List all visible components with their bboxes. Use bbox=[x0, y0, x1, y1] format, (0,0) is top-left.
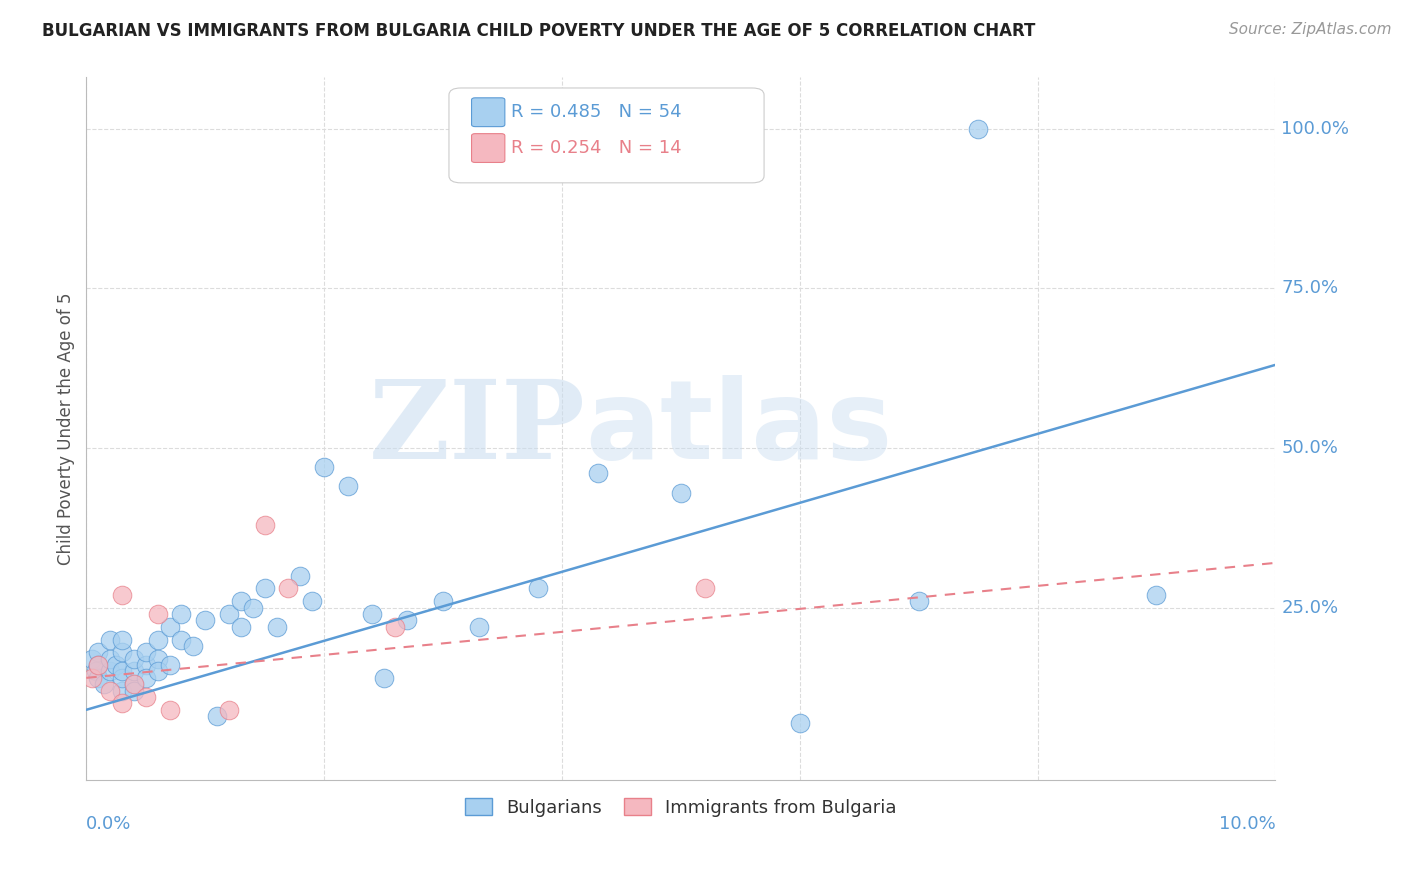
Point bbox=[105, 658, 128, 673]
Point bbox=[242, 600, 264, 615]
Point bbox=[146, 632, 169, 647]
Point bbox=[111, 588, 134, 602]
Point bbox=[111, 697, 134, 711]
Point bbox=[290, 568, 312, 582]
Point bbox=[907, 594, 929, 608]
Point bbox=[111, 671, 134, 685]
Point bbox=[122, 677, 145, 691]
Point bbox=[82, 651, 104, 665]
Point bbox=[135, 690, 157, 704]
Text: BULGARIAN VS IMMIGRANTS FROM BULGARIA CHILD POVERTY UNDER THE AGE OF 5 CORRELATI: BULGARIAN VS IMMIGRANTS FROM BULGARIA CH… bbox=[42, 22, 1036, 40]
Point bbox=[98, 683, 121, 698]
Point bbox=[122, 665, 145, 679]
Point bbox=[314, 460, 336, 475]
Text: R = 0.254   N = 14: R = 0.254 N = 14 bbox=[510, 139, 682, 157]
Point bbox=[98, 632, 121, 647]
Point bbox=[266, 620, 288, 634]
Point bbox=[98, 651, 121, 665]
Point bbox=[159, 703, 181, 717]
Point bbox=[586, 467, 609, 481]
Point bbox=[253, 517, 276, 532]
Point bbox=[122, 683, 145, 698]
Point bbox=[122, 651, 145, 665]
Point bbox=[122, 677, 145, 691]
Point bbox=[789, 715, 811, 730]
Point bbox=[111, 665, 134, 679]
Point bbox=[84, 665, 107, 679]
Point bbox=[432, 594, 454, 608]
Text: 0.0%: 0.0% bbox=[86, 815, 132, 833]
Point bbox=[87, 658, 110, 673]
Point bbox=[146, 651, 169, 665]
Y-axis label: Child Poverty Under the Age of 5: Child Poverty Under the Age of 5 bbox=[58, 293, 75, 565]
Point bbox=[146, 607, 169, 621]
Point bbox=[170, 632, 193, 647]
Point bbox=[159, 658, 181, 673]
Point bbox=[669, 485, 692, 500]
Point bbox=[1146, 588, 1168, 602]
Text: R = 0.485   N = 54: R = 0.485 N = 54 bbox=[510, 103, 682, 121]
Point bbox=[135, 645, 157, 659]
Text: 50.0%: 50.0% bbox=[1281, 439, 1339, 457]
Point bbox=[360, 607, 382, 621]
Point bbox=[93, 677, 115, 691]
Text: ZIP: ZIP bbox=[368, 376, 586, 483]
Point bbox=[111, 645, 134, 659]
FancyBboxPatch shape bbox=[471, 98, 505, 127]
Point bbox=[111, 632, 134, 647]
Point bbox=[229, 594, 252, 608]
Text: 75.0%: 75.0% bbox=[1281, 279, 1339, 297]
Point bbox=[111, 683, 134, 698]
Point bbox=[301, 594, 323, 608]
Point bbox=[98, 665, 121, 679]
Text: 10.0%: 10.0% bbox=[1219, 815, 1275, 833]
Point bbox=[967, 121, 990, 136]
Point bbox=[82, 671, 104, 685]
Point bbox=[159, 620, 181, 634]
Point bbox=[87, 645, 110, 659]
Point bbox=[218, 703, 240, 717]
Point bbox=[336, 479, 359, 493]
Point bbox=[396, 613, 419, 627]
FancyBboxPatch shape bbox=[449, 88, 763, 183]
Point bbox=[384, 620, 406, 634]
Point bbox=[194, 613, 217, 627]
Point bbox=[135, 658, 157, 673]
Point bbox=[170, 607, 193, 621]
FancyBboxPatch shape bbox=[471, 134, 505, 162]
Point bbox=[181, 639, 204, 653]
Point bbox=[467, 620, 489, 634]
Point bbox=[205, 709, 228, 723]
Point bbox=[373, 671, 395, 685]
Point bbox=[693, 582, 716, 596]
Point bbox=[527, 582, 550, 596]
Point bbox=[218, 607, 240, 621]
Point bbox=[135, 671, 157, 685]
Text: 25.0%: 25.0% bbox=[1281, 599, 1339, 616]
Point bbox=[229, 620, 252, 634]
Text: 100.0%: 100.0% bbox=[1281, 120, 1350, 137]
Text: atlas: atlas bbox=[586, 376, 893, 483]
Point bbox=[146, 665, 169, 679]
Point bbox=[277, 582, 299, 596]
Point bbox=[253, 582, 276, 596]
Text: Source: ZipAtlas.com: Source: ZipAtlas.com bbox=[1229, 22, 1392, 37]
Point bbox=[87, 671, 110, 685]
Legend: Bulgarians, Immigrants from Bulgaria: Bulgarians, Immigrants from Bulgaria bbox=[457, 790, 904, 823]
Point bbox=[87, 658, 110, 673]
